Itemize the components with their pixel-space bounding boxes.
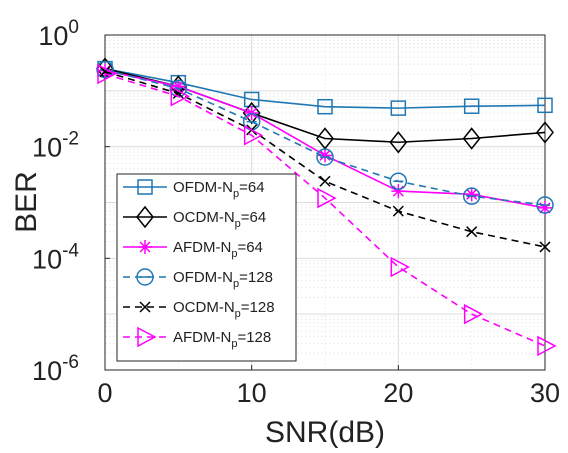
data-point — [171, 79, 186, 94]
data-point — [462, 127, 481, 150]
y-tick-label: 100 — [38, 17, 79, 51]
legend-label: OFDM-Np=64 — [173, 179, 265, 200]
data-point — [390, 100, 407, 116]
series-line — [104, 73, 546, 347]
data-point — [466, 226, 478, 238]
x-tick-label: 30 — [530, 378, 560, 408]
data-point — [536, 196, 554, 214]
data-point — [392, 205, 404, 217]
data-point — [319, 175, 331, 187]
legend-marker — [139, 301, 151, 313]
data-point — [242, 101, 261, 125]
data-point — [97, 63, 117, 85]
y-axis-title: BER — [10, 171, 43, 233]
legend-label: AFDM-Np=128 — [173, 329, 271, 350]
data-point — [389, 172, 408, 191]
legend-label: OCDM-Np=64 — [173, 209, 266, 230]
data-point — [463, 303, 484, 325]
legend-marker — [138, 240, 152, 254]
legend-item: OFDM-Np=64 — [123, 179, 265, 200]
legend-item: OCDM-Np=64 — [123, 205, 266, 230]
legend-box — [116, 173, 297, 362]
legend-label: OCDM-Np=128 — [173, 299, 275, 320]
legend-label: OFDM-Np=128 — [173, 269, 273, 290]
series-3 — [96, 60, 554, 214]
legend-marker — [137, 326, 157, 348]
legend-item: OCDM-Np=128 — [123, 299, 275, 320]
data-point — [391, 184, 406, 199]
data-point — [98, 63, 112, 78]
data-point — [318, 148, 332, 163]
x-tick-label: 20 — [383, 378, 413, 408]
legend-marker — [136, 268, 154, 286]
data-point — [390, 256, 410, 278]
data-point — [317, 98, 333, 115]
data-point — [389, 131, 408, 154]
legend-item: AFDM-Np=64 — [123, 239, 263, 260]
data-point — [170, 85, 190, 107]
y-tick-label: 10-6 — [32, 352, 79, 386]
x-tick-label: 0 — [97, 378, 112, 408]
legend-marker — [137, 179, 153, 195]
series-5 — [97, 63, 557, 357]
legend-label: AFDM-Np=64 — [173, 239, 263, 260]
data-point — [96, 60, 114, 79]
legend: OFDM-Np=64 OCDM-Np=64 AFDM-Np=64 OFDM-Np=12… — [116, 173, 297, 362]
x-tick-label: 10 — [237, 378, 267, 408]
x-axis-title: SNR(dB) — [265, 416, 385, 449]
data-point — [464, 187, 479, 202]
data-point — [316, 148, 334, 166]
legend-marker — [136, 205, 154, 229]
data-point — [462, 187, 481, 205]
y-tick-label: 10-4 — [32, 240, 79, 274]
y-tick-label: 10-2 — [32, 129, 79, 163]
data-point — [243, 125, 264, 146]
series-2 — [98, 63, 552, 215]
axes: 0 10 20 30 100 10-2 10-4 10-6 — [32, 17, 560, 408]
data-point — [536, 121, 554, 144]
legend-item: OFDM-Np=128 — [123, 268, 273, 290]
data-point — [538, 200, 552, 215]
data-point — [172, 87, 184, 99]
series-lines — [96, 57, 557, 357]
data-point — [537, 97, 553, 114]
data-point — [317, 187, 337, 209]
data-point — [537, 335, 557, 357]
data-point — [539, 241, 551, 253]
legend-item: AFDM-Np=128 — [123, 326, 271, 350]
data-point — [463, 98, 480, 114]
